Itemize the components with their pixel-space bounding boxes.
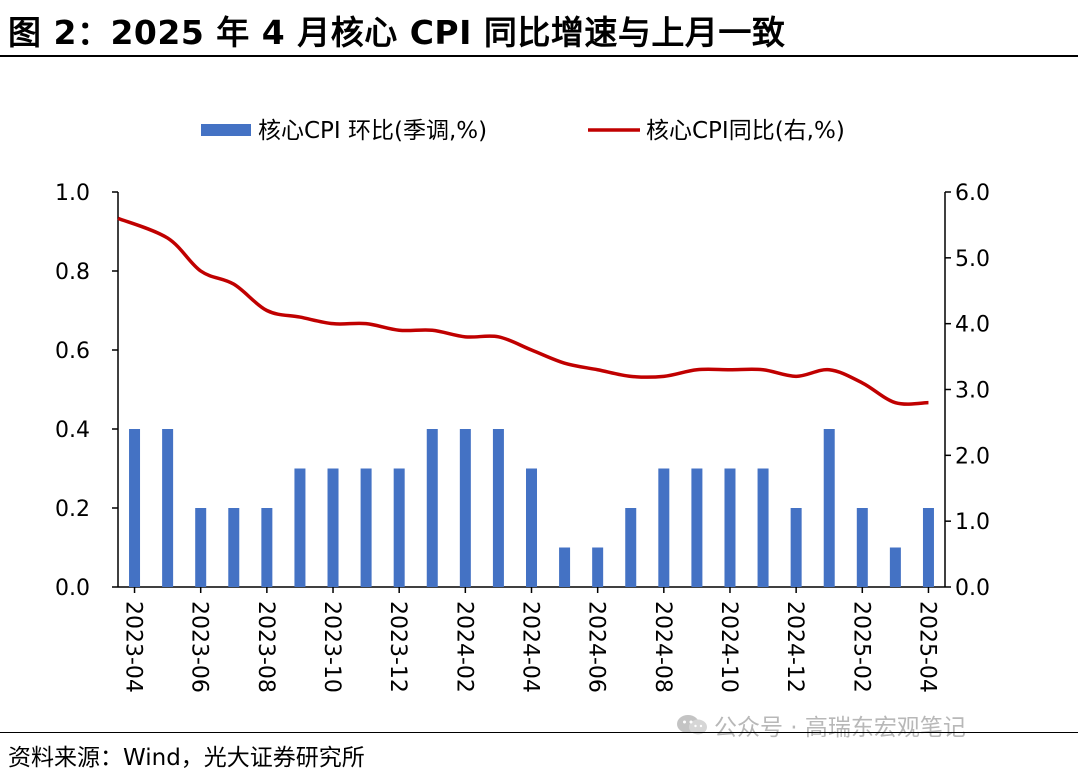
x-tick-label: 2023-10 [319,601,344,693]
x-tick-label: 2023-12 [385,601,410,693]
x-tick-label: 2024-04 [518,601,543,693]
left-tick-label: 0.8 [55,260,90,285]
title-divider [0,55,1078,57]
right-tick-label: 3.0 [955,379,990,404]
bar [625,508,637,587]
legend-line-label: 核心CPI同比(右,%) [646,118,845,144]
x-tick-label: 2023-06 [187,601,212,693]
bar [757,468,769,587]
bar [195,508,207,587]
right-tick-label: 6.0 [955,181,990,206]
x-tick-label: 2025-02 [848,601,873,693]
bar [393,468,405,587]
bar [592,547,604,587]
x-tick-label: 2024-06 [584,601,609,693]
bar [790,508,802,587]
right-tick-label: 2.0 [955,444,990,469]
wechat-icon [677,715,707,735]
x-tick-label: 2024-10 [716,601,741,693]
bar [459,429,471,587]
bar [823,429,835,587]
x-tick-label: 2025-04 [914,601,939,693]
line-series [117,216,929,406]
watermark: 公众号 · 高瑞东宏观笔记 [676,708,966,742]
left-tick-label: 0.6 [55,339,90,364]
left-tick-label: 0.4 [55,418,90,443]
x-axis-ticks: 2023-04 2023-06 2023-08 2023-10 2023-12 2024-… [121,587,939,693]
bar [526,468,537,587]
left-tick-label: 0.2 [55,497,90,522]
bar [724,468,736,587]
x-tick-label: 2023-08 [253,601,278,693]
right-tick-label: 1.0 [955,510,990,535]
source-divider [0,732,1078,733]
bar [856,508,868,587]
left-tick-label: 1.0 [55,181,90,206]
line-path [117,216,929,406]
left-tick-label: 0.0 [55,576,90,601]
legend-bar-label: 核心CPI 环比(季调,%) [258,118,487,144]
bar [129,429,141,587]
bar [922,508,934,587]
bar [658,468,670,587]
legend-bar-swatch [201,124,251,136]
source-note: 资料来源：Wind，光大证券研究所 [8,745,365,771]
bar [162,429,174,587]
right-axis-ticks: 0.0 1.0 2.0 3.0 4.0 5.0 6.0 [945,181,990,601]
bar [426,429,438,587]
page-title: 图 2：2025 年 4 月核心 CPI 同比增速与上月一致 [8,13,786,52]
bar [360,468,372,587]
x-tick-label: 2024-02 [451,601,476,693]
bar [261,508,273,587]
right-tick-label: 0.0 [955,576,990,601]
bar [691,468,703,587]
bar [294,468,306,587]
x-tick-label: 2024-12 [782,601,807,693]
right-tick-label: 5.0 [955,247,990,272]
bar-series [129,429,934,587]
legend: 核心CPI 环比(季调,%) 核心CPI同比(右,%) [201,118,845,144]
bar [228,508,240,587]
bar [492,429,504,587]
x-tick-label: 2023-04 [121,601,146,693]
bar [327,468,339,587]
bar [559,547,571,587]
watermark-text: 公众号 · 高瑞东宏观笔记 [714,715,966,741]
x-tick-label: 2024-08 [650,601,675,693]
right-tick-label: 4.0 [955,313,990,338]
left-axis-ticks: 0.0 0.2 0.4 0.6 0.8 1.0 [55,181,118,601]
bar [889,547,901,587]
